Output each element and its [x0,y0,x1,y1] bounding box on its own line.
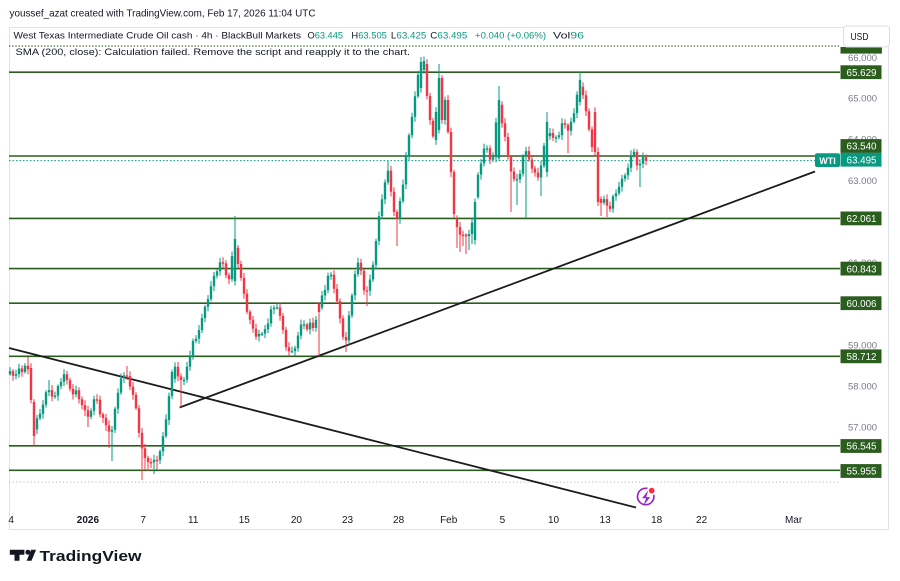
svg-text:18: 18 [651,515,663,526]
svg-text:65.000: 65.000 [848,94,877,105]
svg-text:66.000: 66.000 [848,53,877,64]
svg-text:11: 11 [188,515,199,526]
svg-text:59.000: 59.000 [848,340,877,351]
svg-text:13: 13 [600,515,612,526]
svg-text:58.712: 58.712 [847,352,877,363]
svg-text:Mar: Mar [785,515,803,526]
svg-text:L63.425: L63.425 [391,31,427,42]
svg-text:youssef_azat created with Trad: youssef_azat created with TradingView.co… [10,7,316,19]
svg-text:62.061: 62.061 [847,214,877,225]
svg-text:56.545: 56.545 [847,442,877,453]
svg-text:Feb: Feb [440,515,458,526]
svg-text:65.629: 65.629 [847,68,877,79]
svg-text:West Texas Intermediate Crude: West Texas Intermediate Crude Oil cash ·… [14,31,302,42]
svg-text:63.495: 63.495 [847,155,877,166]
svg-text:2026: 2026 [77,515,100,526]
svg-text:22: 22 [696,515,708,526]
svg-text:4: 4 [8,515,14,526]
svg-text:60.843: 60.843 [847,264,877,275]
svg-text:C63.495: C63.495 [430,31,467,42]
svg-text:28: 28 [393,515,405,526]
svg-text:23: 23 [342,515,354,526]
svg-text:5: 5 [500,515,506,526]
svg-text:H63.505: H63.505 [351,31,387,42]
svg-text:SMA (200, close): Calculation: SMA (200, close): Calculation failed. Re… [16,47,411,58]
svg-text:+0.040 (+0.06%): +0.040 (+0.06%) [475,31,546,42]
svg-text:63.540: 63.540 [847,142,877,153]
svg-text:20: 20 [291,515,303,526]
svg-text:7: 7 [140,515,146,526]
svg-text:55.955: 55.955 [847,467,877,478]
svg-text:57.000: 57.000 [848,423,877,434]
svg-text:WTI: WTI [819,156,836,166]
svg-text:10: 10 [548,515,560,526]
svg-text:63.000: 63.000 [848,176,877,187]
svg-text:O63.445: O63.445 [308,31,344,42]
svg-text:USD: USD [851,32,869,43]
svg-text:60.006: 60.006 [847,299,877,310]
svg-text:15: 15 [239,515,251,526]
svg-text:TradingView: TradingView [40,549,143,565]
svg-text:58.000: 58.000 [848,381,877,392]
